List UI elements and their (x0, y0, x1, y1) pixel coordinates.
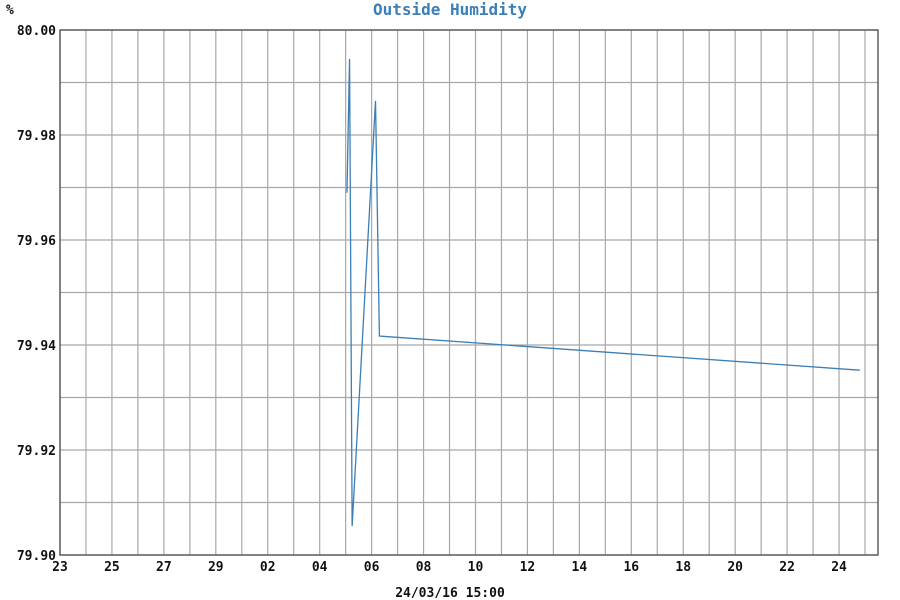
x-tick-label: 29 (208, 560, 224, 575)
x-tick-label: 04 (312, 560, 328, 575)
x-tick-label: 02 (260, 560, 276, 575)
y-tick-label: 79.92 (17, 444, 56, 459)
y-tick-label: 79.98 (17, 129, 56, 144)
x-tick-label: 27 (156, 560, 172, 575)
humidity-series-line (346, 58, 860, 527)
plot-frame (59, 29, 879, 556)
y-tick-label: 79.96 (17, 234, 56, 249)
x-tick-label: 10 (468, 560, 484, 575)
labels: Outside Humidity % 24/03/16 15:00 79.90 7… (6, 0, 847, 600)
y-tick-label: 79.90 (17, 549, 56, 564)
axes (59, 29, 879, 556)
chart-title: Outside Humidity (373, 0, 527, 19)
x-tick-label: 16 (623, 560, 639, 575)
x-tick-label: 24 (831, 560, 847, 575)
x-tick-label: 06 (364, 560, 380, 575)
y-tick-label: 79.94 (17, 339, 56, 354)
series-layer (346, 58, 860, 527)
x-tick-label: 08 (416, 560, 432, 575)
x-tick-label: 20 (727, 560, 743, 575)
x-tick-label: 18 (675, 560, 691, 575)
x-tick-label: 25 (104, 560, 120, 575)
y-tick-label: 80.00 (17, 24, 56, 39)
x-tick-label: 22 (779, 560, 795, 575)
x-axis-label: 24/03/16 15:00 (395, 586, 505, 600)
x-tick-label: 14 (572, 560, 588, 575)
y-axis-unit: % (6, 3, 14, 18)
grid (59, 29, 878, 556)
x-tick-label: 12 (520, 560, 536, 575)
x-tick-label: 23 (52, 560, 68, 575)
